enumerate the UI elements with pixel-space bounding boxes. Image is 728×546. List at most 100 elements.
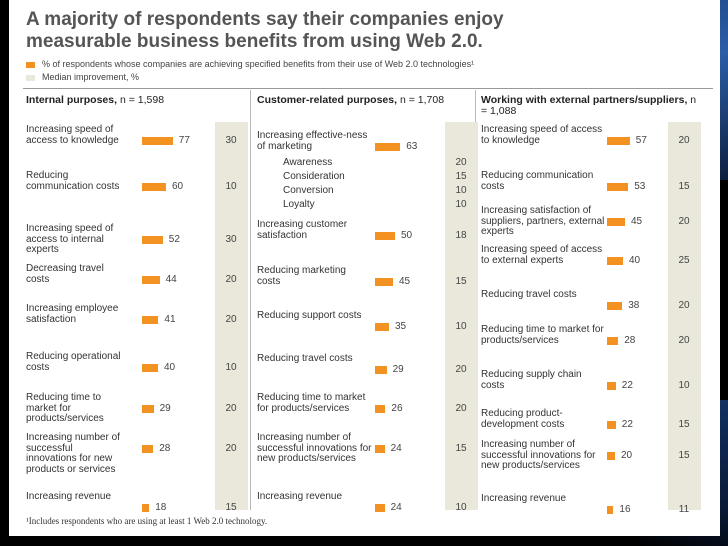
bar [607,218,625,226]
median-column-bg [445,122,478,510]
median-value: 15 [678,450,690,461]
data-label: 18 [155,502,167,513]
bar [142,276,160,284]
median-value: 18 [455,230,467,241]
median-value: 15 [678,181,690,192]
category-label: Increasing number of successful innovati… [26,432,120,475]
bar [607,452,615,460]
bar [607,257,623,265]
category-label: Reducing time to market for products/ser… [26,392,104,424]
median-value: 20 [455,364,467,375]
category-label: Increasing employee satisfaction [26,303,119,325]
category-label: Increasing satisfaction of suppliers, pa… [481,205,605,237]
column-header: Customer-related purposes, n = 1,708 [257,95,478,106]
column-sample-size: n = 1,598 [117,94,165,106]
category-label: Increasing number of successful innovati… [257,432,372,464]
bar [142,137,173,145]
category-label: Reducing operational costs [26,351,121,373]
data-label: 24 [390,443,402,454]
category-label: Reducing communication costs [26,170,120,192]
data-label: 60 [172,181,184,192]
category-label: Increasing number of successful innovati… [481,439,596,471]
legend-percent-label: % of respondents whose companies are ach… [42,59,475,69]
bar [375,445,385,453]
bar [607,382,616,390]
category-label: Reducing time to market for products/ser… [257,392,366,414]
bar [607,421,616,429]
bar [607,183,629,191]
median-column-bg [668,122,701,510]
median-value: 15 [455,276,467,287]
data-label: 41 [164,314,176,325]
legend-percent: % of respondents whose companies are ach… [26,59,474,69]
median-value: 20 [225,314,237,325]
legend-median-swatch [26,74,35,81]
median-value: 30 [225,234,237,245]
data-label: 26 [391,403,403,414]
bar [375,323,389,331]
median-value: 25 [678,255,690,266]
bar [375,278,393,286]
data-label: 50 [401,230,413,241]
data-label: 63 [406,141,418,152]
data-label: 77 [178,135,190,146]
category-label: Increasing customer satisfaction [257,219,348,241]
median-value: 30 [225,135,237,146]
column-sample-size: n = 1,088 [481,94,697,117]
data-label: 29 [392,364,404,375]
median-value: 10 [455,185,467,196]
bar [375,232,395,240]
data-label: 28 [624,335,636,346]
bar [142,504,150,512]
legend-percent-swatch [26,61,35,68]
median-value: 15 [455,443,467,454]
median-value: 20 [678,135,690,146]
column-header: Internal purposes, n = 1,598 [26,95,248,106]
column-divider [250,90,251,510]
data-label: 35 [395,321,407,332]
median-value: 20 [678,216,690,227]
median-value: 10 [678,380,690,391]
bar [607,137,630,145]
column-title: Working with external partners/suppliers… [481,94,688,106]
median-column-bg [215,122,248,510]
data-label: 24 [390,502,402,513]
chart-title: A majority of respondents say their comp… [26,9,504,52]
data-label: 29 [159,403,171,414]
median-value: 10 [455,199,467,210]
category-label: Reducing travel costs [257,353,353,364]
bar [142,445,154,453]
median-value: 10 [455,502,467,513]
category-label: Reducing support costs [257,310,362,321]
median-value: 10 [225,362,237,373]
column-sample-size: n = 1,708 [397,94,445,106]
category-label: Reducing communication costs [481,170,594,192]
marketing-sub-label: Awareness [283,157,333,168]
category-label: Reducing time to market for products/ser… [481,324,604,346]
median-value: 20 [455,157,467,168]
category-label: Reducing travel costs [481,289,577,300]
bar [142,405,154,413]
category-label: Increasing revenue [481,493,567,504]
bar [142,316,159,324]
data-label: 38 [628,300,640,311]
footnote: ¹Includes respondents who are using at l… [26,516,268,526]
legend-median-label: Median improvement, % [42,72,140,82]
data-label: 45 [399,276,411,287]
marketing-sub-label: Conversion [283,185,334,196]
data-label: 45 [631,216,643,227]
median-value: 10 [225,181,237,192]
category-label: Increasing speed of access to knowledge [481,124,603,146]
median-value: 20 [678,300,690,311]
median-value: 20 [225,403,237,414]
median-value: 20 [455,403,467,414]
category-label: Reducing marketing costs [257,265,346,287]
data-label: 20 [621,450,633,461]
bar [142,364,158,372]
median-value: 10 [455,321,467,332]
median-value: 15 [678,419,690,430]
bar [607,337,619,345]
marketing-sub-label: Loyalty [283,199,315,210]
data-label: 28 [159,443,171,454]
category-label: Reducing supply chain costs [481,369,582,391]
